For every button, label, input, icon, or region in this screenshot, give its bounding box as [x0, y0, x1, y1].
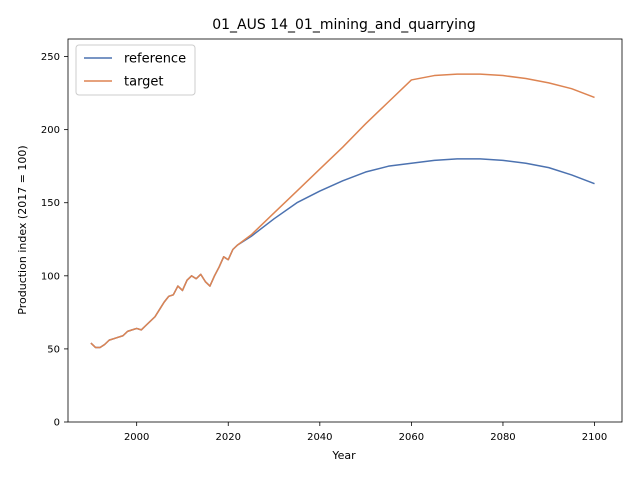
y-tick-label: 250	[41, 52, 60, 63]
series-line-target	[90, 73, 595, 349]
chart-title: 01_AUS 14_01_mining_and_quarrying	[212, 17, 476, 33]
x-tick-label: 2040	[307, 432, 332, 443]
x-tick-label: 2060	[399, 432, 424, 443]
y-tick-label: 100	[41, 271, 60, 282]
y-tick-label: 0	[54, 418, 60, 429]
x-tick-label: 2000	[124, 432, 149, 443]
plot-area	[67, 38, 623, 423]
y-tick-label: 50	[47, 344, 60, 355]
y-tick-label: 200	[41, 125, 60, 136]
y-axis-ticks: 0 50 100 150 200 250	[41, 52, 68, 429]
legend-label-reference: reference	[124, 52, 186, 67]
legend-label-target: target	[124, 75, 164, 90]
x-axis-ticks: 2000 2020 2040 2060 2080 2100	[124, 422, 607, 443]
x-axis-label: Year	[331, 449, 356, 462]
y-axis-label: Production index (2017 = 100)	[16, 145, 29, 314]
x-tick-label: 2080	[490, 432, 515, 443]
y-tick-label: 150	[41, 198, 60, 209]
x-tick-label: 2020	[216, 432, 241, 443]
x-tick-label: 2100	[582, 432, 607, 443]
legend: reference target	[75, 44, 196, 96]
plot-frame	[67, 38, 623, 423]
